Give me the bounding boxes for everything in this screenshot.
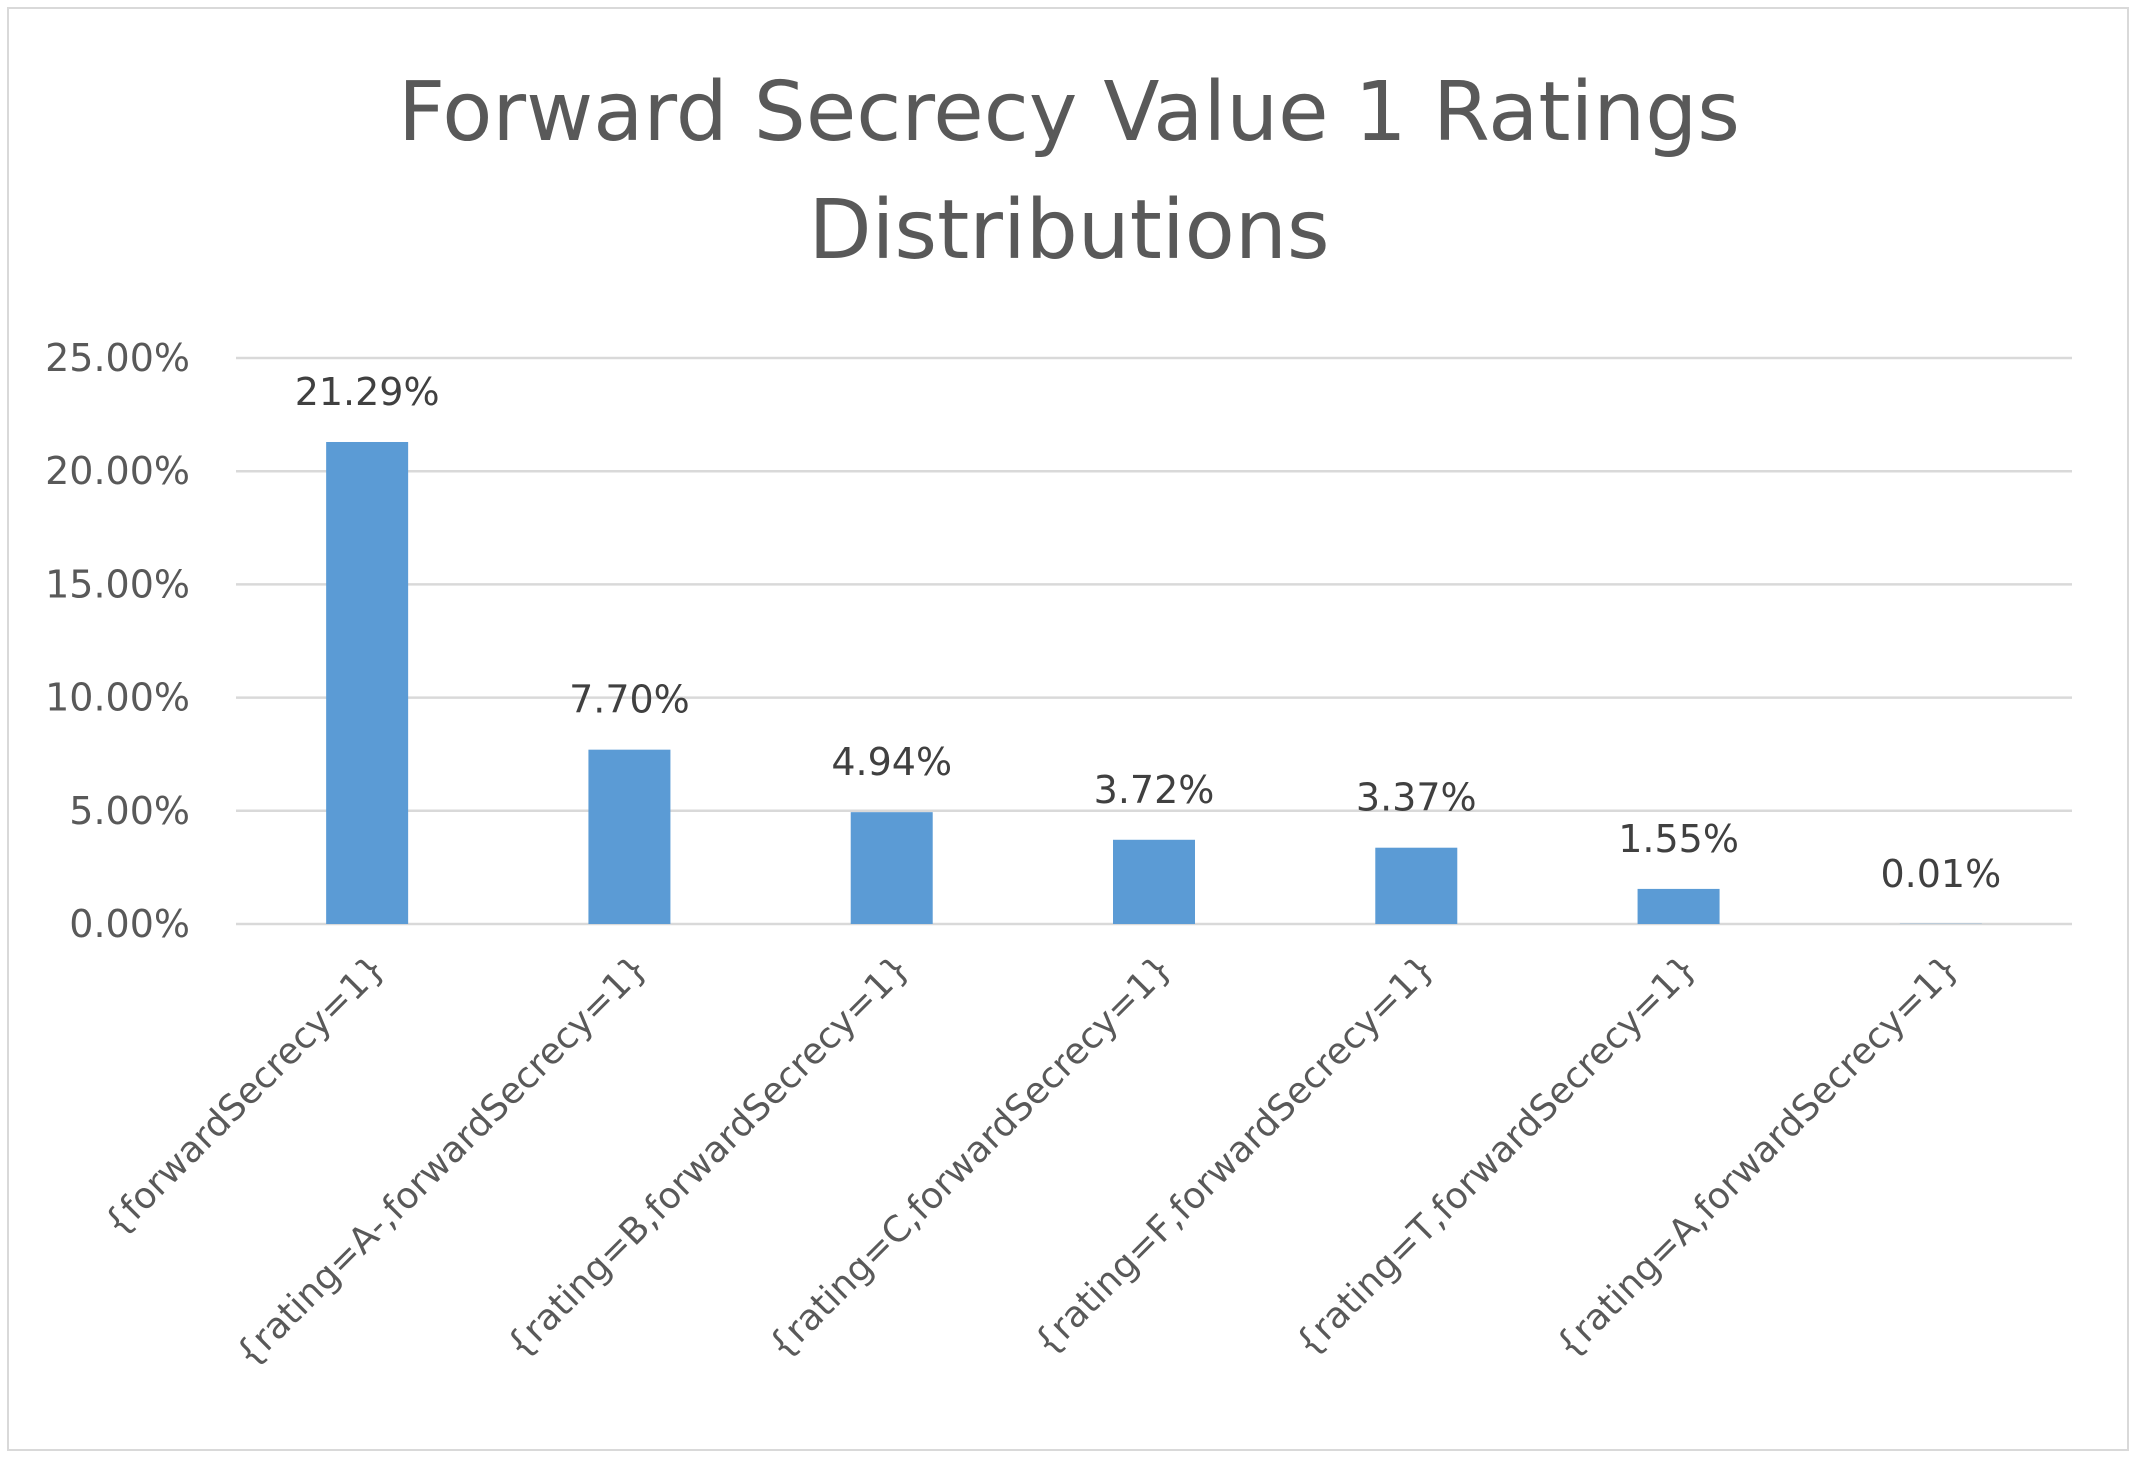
bar [1375, 847, 1458, 924]
data-label: 1.55% [1618, 817, 1739, 861]
y-tick-label: 20.00% [45, 449, 190, 493]
gridlines [236, 356, 2072, 926]
y-axis-tick-labels: 0.00% 5.00% 10.00% 15.00% 20.00% 25.00% [45, 336, 190, 946]
category-label: {rating=A-,forwardSecrecy=1} [228, 947, 656, 1375]
bars [326, 441, 1982, 924]
data-label: 7.70% [569, 678, 690, 722]
data-label: 0.01% [1880, 852, 2001, 896]
bar [850, 812, 933, 924]
y-tick-label: 5.00% [69, 789, 190, 833]
bar [1637, 888, 1720, 924]
chart-title-line-1: Forward Secrecy Value 1 Ratings [398, 65, 1740, 160]
y-tick-label: 0.00% [69, 902, 190, 946]
category-label: {rating=A,forwardSecrecy=1} [1548, 947, 1967, 1366]
y-tick-label: 10.00% [45, 676, 190, 720]
data-labels: 21.29% 7.70% 4.94% 3.72% 3.37% 1.55% 0.01% [295, 370, 2002, 896]
category-label: {rating=B,forwardSecrecy=1} [499, 947, 918, 1366]
data-label: 4.94% [831, 740, 952, 784]
category-label: {rating=C,forwardSecrecy=1} [761, 947, 1181, 1367]
data-label: 3.37% [1356, 776, 1477, 820]
bar [1113, 839, 1195, 924]
y-tick-label: 15.00% [45, 562, 190, 606]
x-axis-category-labels: {forwardSecrecy=1}{rating=A-,forwardSecr… [97, 947, 1968, 1375]
chart-title-line-2: Distributions [808, 183, 1329, 278]
category-label: {forwardSecrecy=1} [97, 947, 394, 1244]
data-label: 3.72% [1094, 768, 1215, 812]
y-tick-label: 25.00% [45, 336, 190, 380]
bar [588, 749, 671, 924]
data-label: 21.29% [295, 370, 440, 414]
bar [326, 441, 409, 924]
